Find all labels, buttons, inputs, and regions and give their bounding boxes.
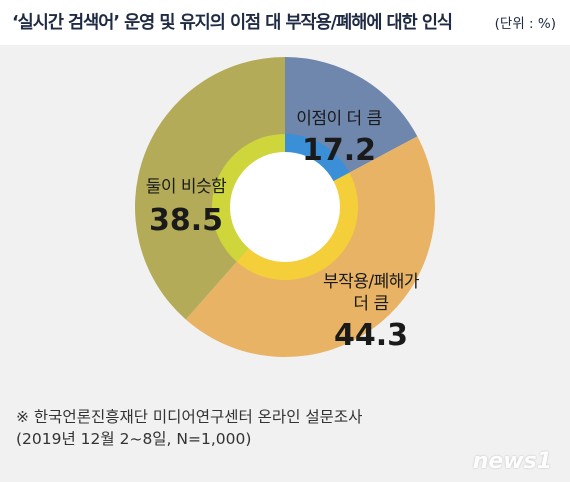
source-note: ※ 한국언론진흥재단 미디어연구센터 온라인 설문조사 (2019년 12월 2… bbox=[16, 406, 362, 450]
source-line-2: (2019년 12월 2~8일, N=1,000) bbox=[16, 430, 252, 448]
slice-value-similar: 38.5 bbox=[149, 203, 223, 238]
slice-label-benefit: 이점이 더 큼 bbox=[296, 109, 382, 129]
slice-label-harm-line2: 더 큼 bbox=[353, 294, 388, 314]
donut-slice-2 bbox=[134, 57, 285, 320]
donut-hole bbox=[230, 152, 340, 262]
news1-watermark: news1 bbox=[472, 449, 552, 474]
slice-label-harm-line1: 부작용/폐해가 bbox=[323, 272, 420, 292]
slice-label-similar: 둘이 비슷함 bbox=[146, 177, 227, 197]
source-line-1: ※ 한국언론진흥재단 미디어연구센터 온라인 설문조사 bbox=[16, 408, 363, 426]
unit-label: (단위 : %) bbox=[494, 16, 556, 32]
chart-title: ‘실시간 검색어’ 운영 및 유지의 이점 대 부작용/폐해에 대한 인식 bbox=[12, 13, 453, 33]
chart-header: ‘실시간 검색어’ 운영 및 유지의 이점 대 부작용/폐해에 대한 인식 (단… bbox=[0, 0, 570, 45]
donut-chart: 이점이 더 큼 17.2 부작용/폐해가 더 큼 44.3 둘이 비슷함 38.… bbox=[134, 57, 436, 358]
slice-value-benefit: 17.2 bbox=[302, 133, 376, 168]
slice-value-harm: 44.3 bbox=[334, 318, 408, 353]
